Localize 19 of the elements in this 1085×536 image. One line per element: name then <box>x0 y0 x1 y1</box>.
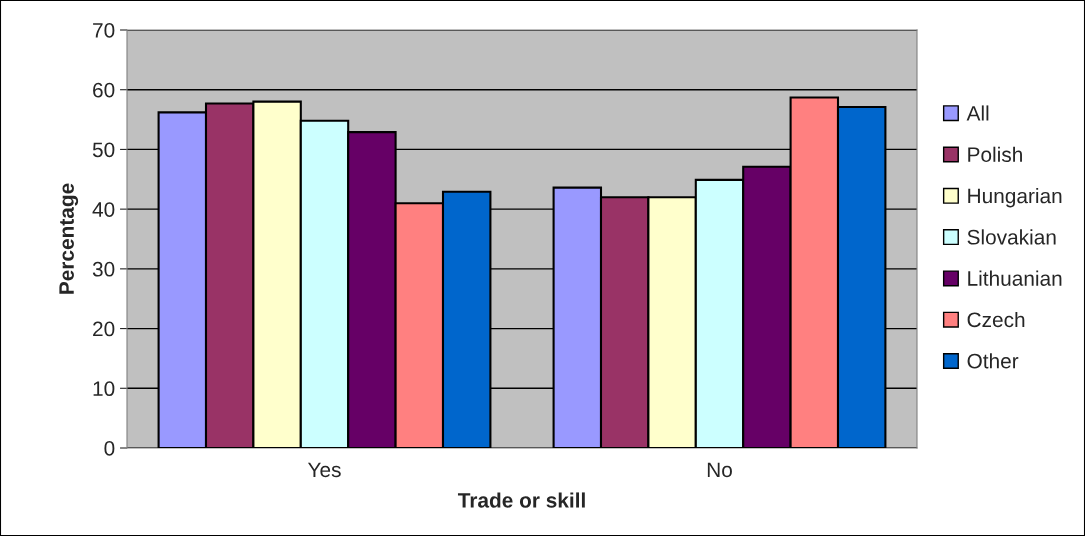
y-tick-label: 50 <box>92 142 115 158</box>
y-tick-label: 10 <box>93 381 115 397</box>
legend-label: Lithuanian <box>968 270 1062 286</box>
y-axis-title: Percentage <box>59 183 79 294</box>
legend-label: Polish <box>968 146 1022 162</box>
y-tick-label: 70 <box>93 23 115 38</box>
legend-label: Other <box>967 353 1019 369</box>
legend-label: All <box>966 105 989 121</box>
legend-label: Hungarian <box>968 187 1062 208</box>
y-tick-label: 20 <box>93 321 115 337</box>
x-axis-title: Trade or skill <box>457 492 585 508</box>
x-tick-label: No <box>707 462 732 478</box>
x-tick-label: Yes <box>307 462 341 478</box>
y-tick-label: 60 <box>93 82 115 98</box>
y-tick-label: 30 <box>92 261 115 277</box>
legend-label: Czech <box>967 311 1025 328</box>
y-tick-label: 0 <box>104 441 115 456</box>
legend-label: Slovakian <box>967 229 1056 245</box>
y-tick-label: 40 <box>92 202 115 217</box>
